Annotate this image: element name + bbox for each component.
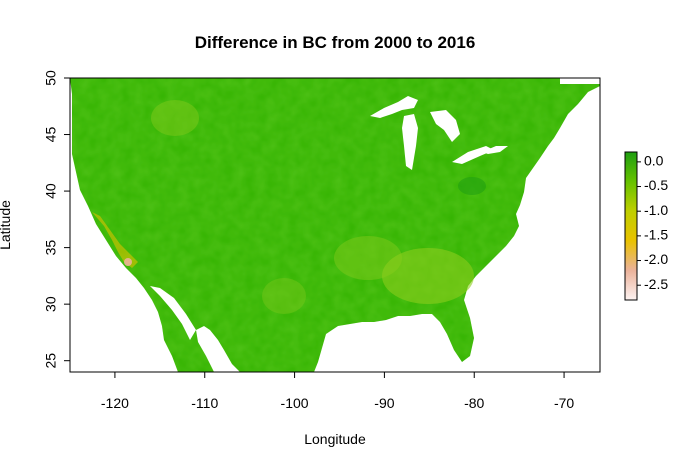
great-lake-huron (430, 110, 460, 142)
legend-tick-label: -2.0 (644, 251, 668, 267)
y-tick-label: 35 (43, 240, 59, 256)
great-lake-ontario (482, 146, 508, 154)
plot-frame (69, 77, 601, 373)
x-axis-label: Longitude (304, 431, 366, 447)
canada-north-atlantic-blank (560, 78, 600, 84)
y-axis-label: Latitude (0, 200, 13, 250)
great-lake-michigan (402, 114, 418, 170)
legend-tick-label: 0.0 (644, 153, 664, 169)
great-lake-erie (452, 146, 494, 164)
y-tick-label: 30 (43, 296, 59, 312)
coastal-extreme-la (124, 258, 132, 266)
y-tick-label: 50 (43, 70, 59, 86)
y-tick-label: 40 (43, 183, 59, 199)
chart-title: Difference in BC from 2000 to 2016 (195, 33, 476, 52)
lighter-patch-southwest (262, 278, 306, 314)
darker-patch-ohio-valley (458, 177, 486, 195)
heatmap-area (70, 78, 600, 372)
x-tick-label: -70 (554, 395, 574, 411)
legend-tick-label: -1.0 (644, 202, 668, 218)
legend-tick-label: -2.5 (644, 276, 668, 292)
legend-colorbar (624, 151, 638, 301)
x-tick-label: -110 (191, 395, 218, 411)
y-axis: 25 30 35 40 45 50 (43, 70, 70, 368)
x-tick-label: -120 (101, 395, 129, 411)
us-land-mottle (70, 78, 600, 372)
great-lake-superior (370, 96, 418, 118)
x-tick-label: -80 (464, 395, 484, 411)
coastal-extreme-values (92, 212, 138, 268)
x-tick-label: -100 (281, 395, 309, 411)
x-axis: -120 -110 -100 -90 -80 -70 (101, 372, 574, 411)
y-tick-label: 45 (43, 127, 59, 143)
x-tick-label: -90 (374, 395, 394, 411)
lighter-patch-southeast (382, 248, 474, 304)
legend-tick-label: -1.5 (644, 227, 668, 243)
lighter-patch-northwest (151, 100, 199, 136)
legend-tick-label: -0.5 (644, 177, 668, 193)
color-legend: 0.0 -0.5 -1.0 -1.5 -2.0 -2.5 (624, 151, 668, 301)
y-tick-label: 25 (43, 353, 59, 369)
gulf-of-california (150, 286, 196, 340)
